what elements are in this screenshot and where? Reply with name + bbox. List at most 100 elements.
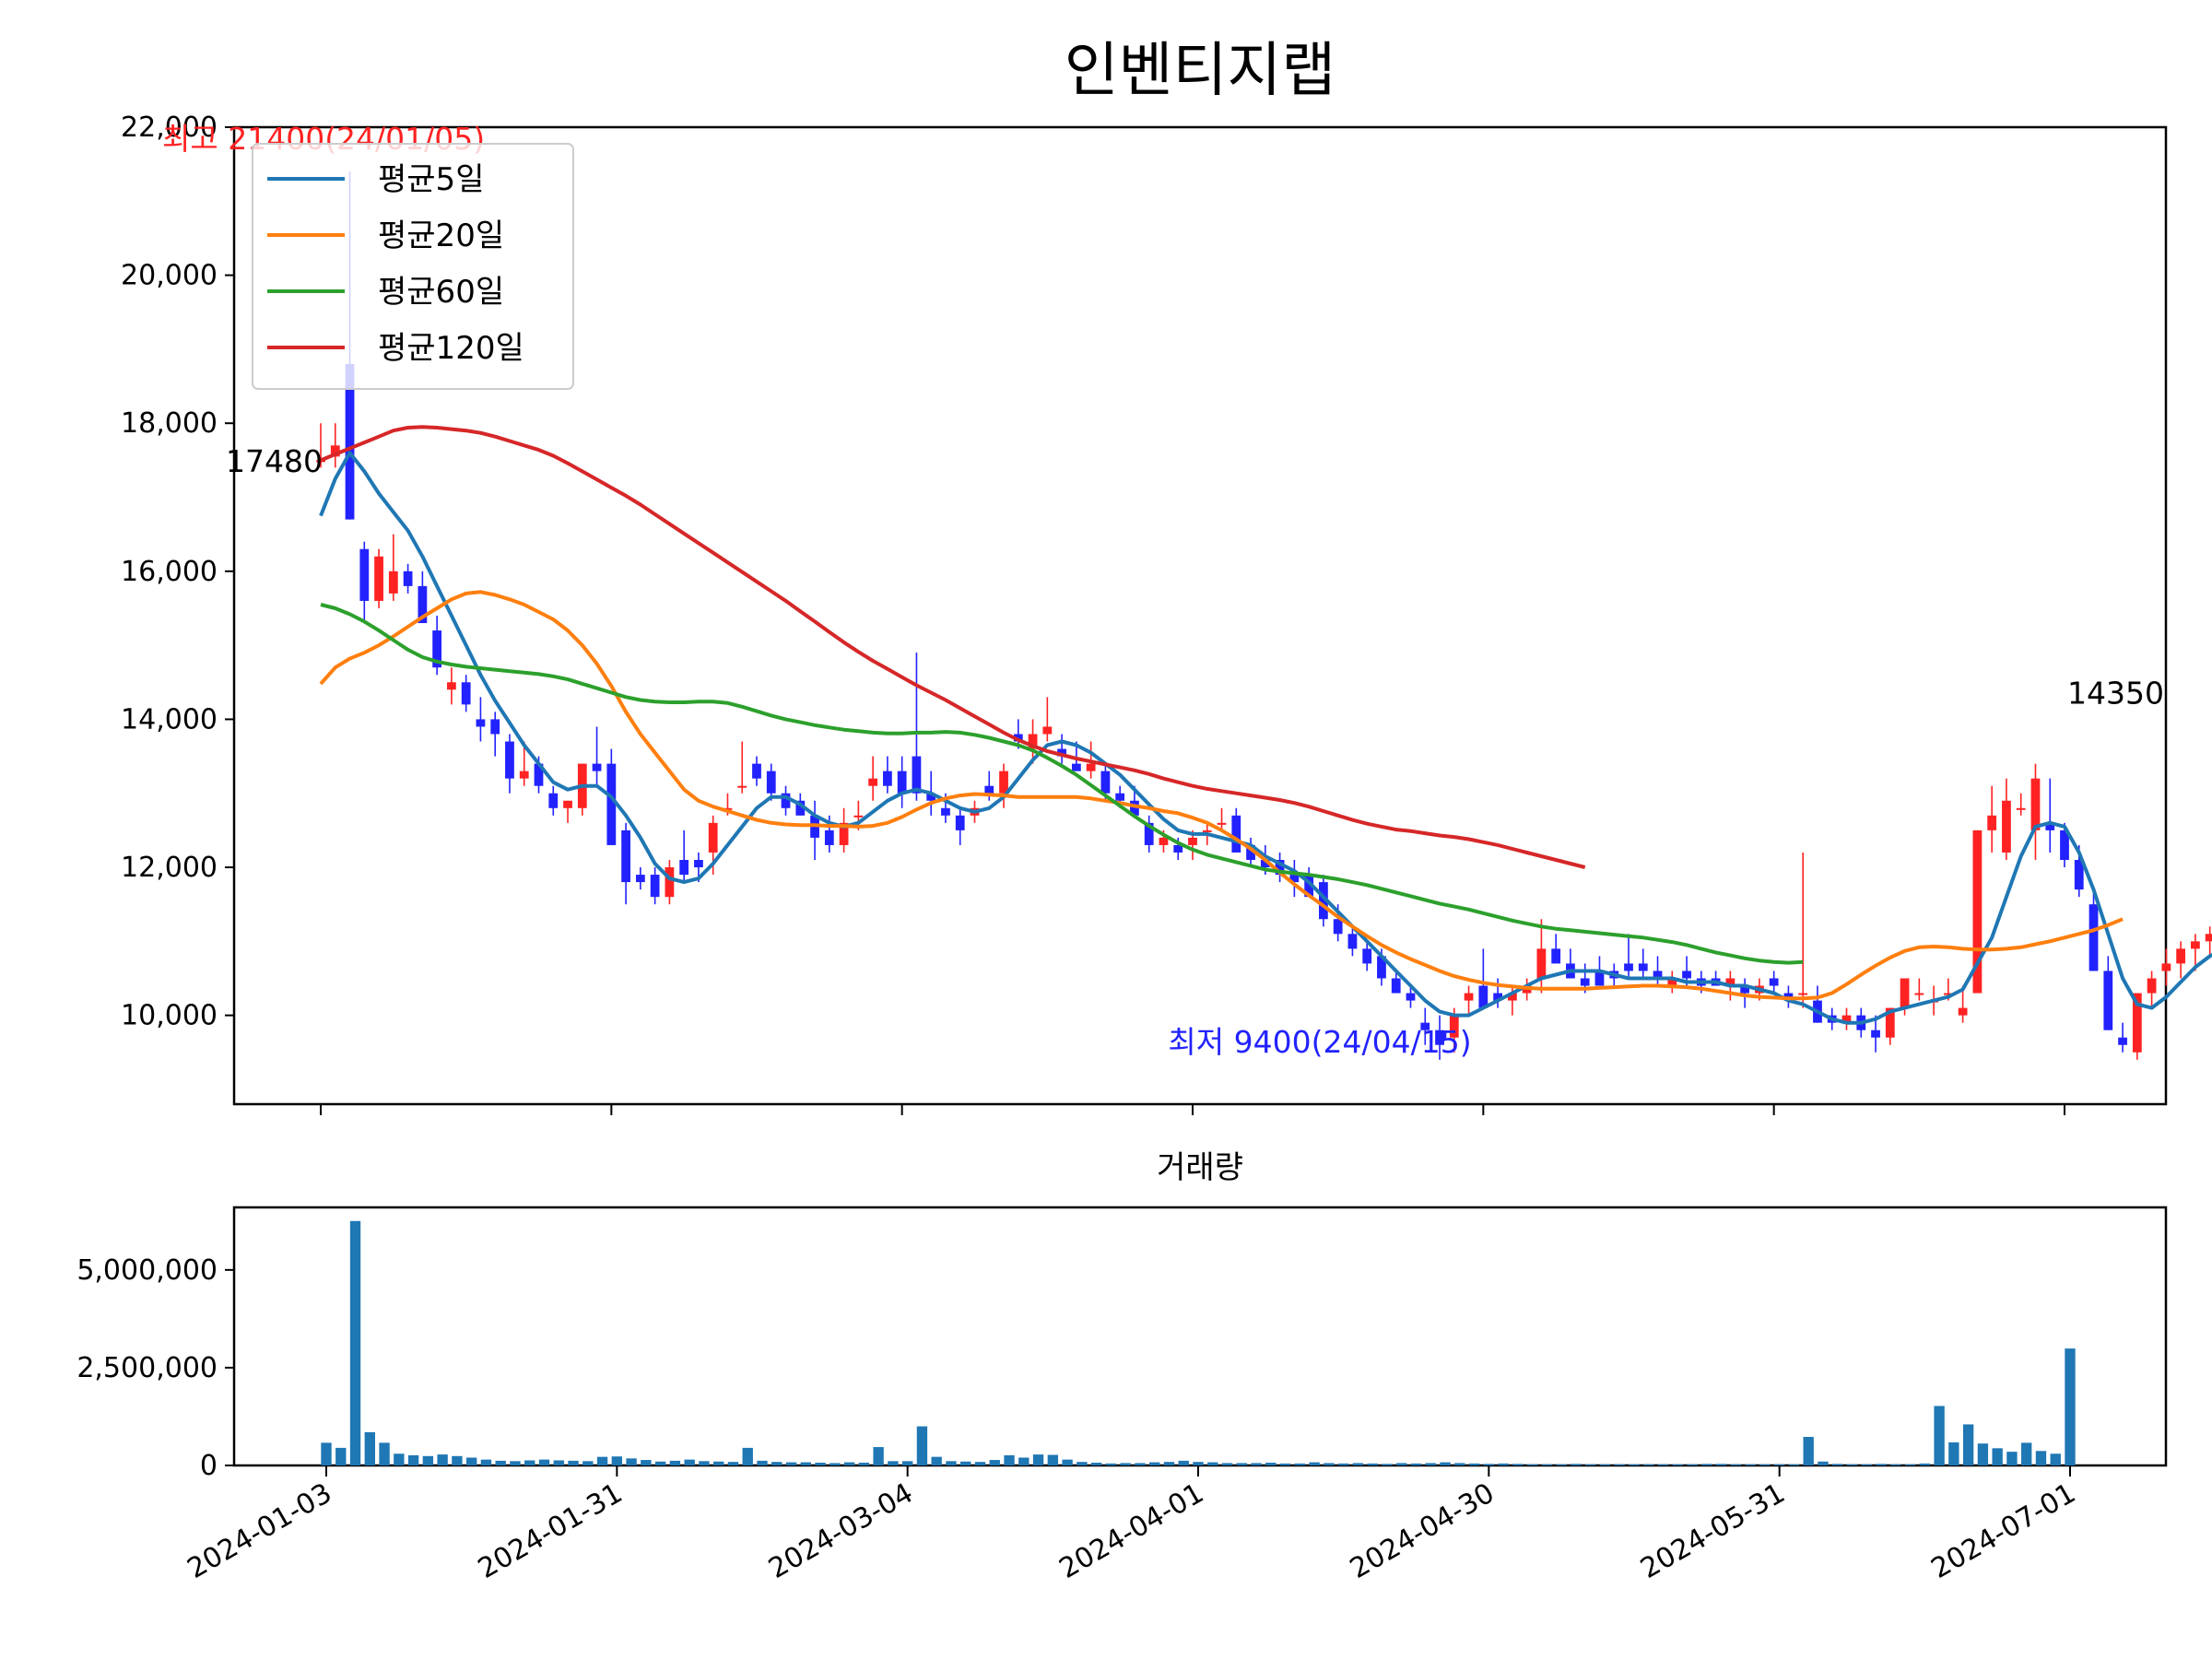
legend-label: 평균20일 (378, 218, 504, 254)
volume-bar (785, 1462, 797, 1465)
candle-body (2103, 971, 2113, 1030)
volume-title: 거래량 (1157, 1149, 1243, 1186)
candle-body (1885, 1007, 1895, 1038)
volume-y-tick-label: 0 (200, 1450, 218, 1482)
candle-body (476, 719, 486, 727)
volume-bar (2050, 1453, 2061, 1465)
volume-bar (452, 1455, 463, 1465)
price-annotation: 최저 9400(24/04/15) (1168, 1024, 1471, 1060)
volume-y-tick-label: 2,500,000 (76, 1352, 218, 1384)
candle-body (1798, 993, 1808, 995)
volume-bar (1498, 1463, 1509, 1465)
volume-bar (1077, 1462, 1088, 1465)
volume-bar (1193, 1462, 1204, 1465)
volume-bar (1962, 1424, 1974, 1465)
candle-body (781, 793, 791, 808)
candle-body (1449, 1015, 1459, 1038)
volume-bar (931, 1456, 942, 1465)
volume-bar (757, 1460, 768, 1465)
volume-bar (1004, 1454, 1015, 1465)
candle-body (1391, 978, 1401, 994)
volume-bar (1236, 1463, 1247, 1465)
volume-bar (1571, 1464, 1582, 1465)
volume-bar (989, 1460, 1000, 1465)
volume-bars (321, 1220, 2076, 1465)
candle-body (534, 763, 544, 786)
candle-body (330, 445, 340, 457)
candle-body (490, 719, 500, 735)
volume-bar (901, 1461, 913, 1465)
volume-bar (422, 1455, 434, 1465)
volume-bar (321, 1442, 332, 1465)
volume-bar (349, 1220, 361, 1465)
ma-line (320, 425, 1586, 869)
volume-bar (1265, 1463, 1277, 1465)
legend-label: 평균5일 (378, 161, 484, 198)
candle-body (665, 867, 675, 898)
candle-body (359, 548, 370, 601)
volume-bar (437, 1454, 448, 1465)
volume-bar (1337, 1463, 1349, 1465)
candle-body (1638, 963, 1648, 971)
volume-bar (1425, 1463, 1436, 1465)
volume-bar (1294, 1463, 1306, 1465)
candle-body (1362, 948, 1372, 964)
price-panel: 10,000 12,000 14,000 16,000 18,000 20,000 22,0… (121, 112, 2212, 1115)
volume-bar (1062, 1459, 1073, 1465)
candle-body (2176, 948, 2186, 964)
candles (316, 171, 2212, 1060)
volume-bar (1396, 1463, 1407, 1465)
volume-bar (538, 1459, 550, 1465)
volume-bar (1483, 1464, 1495, 1465)
volume-bar (1207, 1462, 1218, 1465)
candle-body (447, 682, 456, 690)
x-tick-label: 2024-05-31 (1635, 1477, 1790, 1585)
volume-bar (611, 1456, 623, 1465)
price-axis: 10,000 12,000 14,000 16,000 18,000 20,000 22,0… (121, 112, 2065, 1115)
candle-body (505, 741, 514, 779)
candle-body (1188, 837, 1197, 845)
volume-bar (888, 1461, 899, 1465)
volume-bar (771, 1462, 782, 1465)
volume-bar (335, 1447, 347, 1465)
candle-body (1653, 971, 1663, 979)
candle-body (1246, 844, 1255, 860)
candle-body (752, 763, 761, 779)
volume-bar (1135, 1463, 1146, 1465)
candle-body (912, 756, 922, 794)
volume-bar (1178, 1460, 1189, 1465)
candle-body (1028, 734, 1038, 749)
ma-line (319, 451, 2212, 1025)
candle-body (519, 771, 529, 779)
candle-body (1667, 978, 1677, 986)
candle-body (1115, 793, 1125, 801)
candle-body (1536, 948, 1547, 979)
volume-bar (1382, 1464, 1393, 1465)
volume-bar (582, 1461, 594, 1465)
candle-body (374, 556, 383, 601)
candle-body (766, 771, 776, 794)
volume-bar (1919, 1463, 1931, 1465)
x-tick-label: 2024-01-03 (182, 1477, 337, 1585)
volume-bar (1309, 1462, 1320, 1465)
candle-body (1202, 830, 1212, 832)
volume-bar (699, 1461, 710, 1465)
volume-bar (1948, 1441, 1959, 1465)
x-tick-label: 2024-03-04 (763, 1477, 918, 1585)
volume-bar (1221, 1463, 1233, 1465)
candle-body (2016, 807, 2026, 810)
candle-body (1900, 978, 1910, 1008)
candle-body (955, 815, 965, 830)
legend-label: 평균60일 (378, 274, 504, 311)
volume-bar (1992, 1448, 2003, 1465)
volume-bar (524, 1460, 535, 1465)
candle-body (694, 860, 703, 868)
volume-bar (1352, 1463, 1364, 1465)
candle-body (650, 875, 660, 898)
candle-body (1958, 1007, 1968, 1016)
candle-body (1173, 844, 1183, 853)
volume-bar (1440, 1462, 1451, 1465)
candle-body (1319, 882, 1328, 920)
volume-bar (684, 1459, 695, 1465)
volume-bar (1032, 1454, 1044, 1465)
